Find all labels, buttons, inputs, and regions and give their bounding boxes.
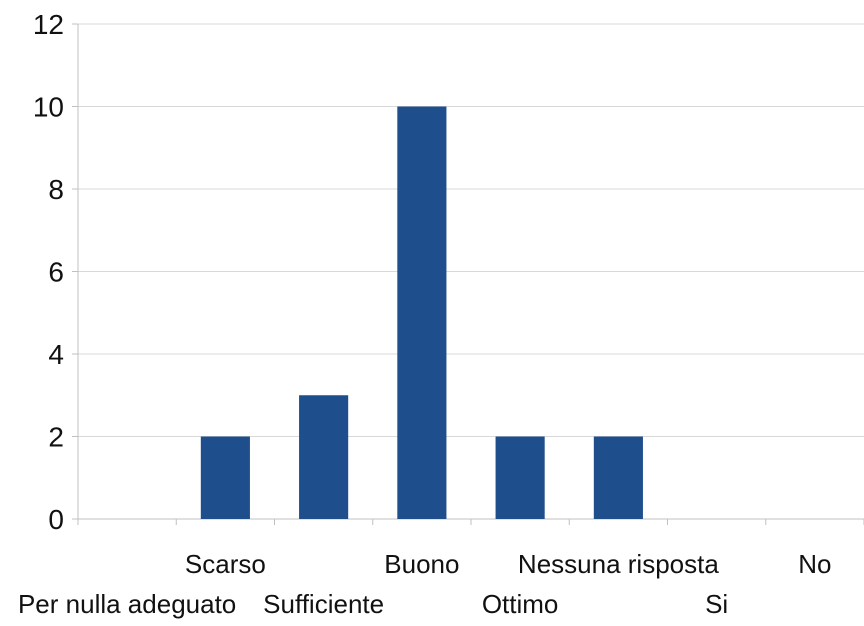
y-tick-label: 12 <box>33 9 64 40</box>
x-category-label: Buono <box>384 549 459 579</box>
x-category-label: No <box>798 549 831 579</box>
bar-scarso <box>200 436 250 519</box>
bar-buono <box>397 106 447 519</box>
y-tick-label: 0 <box>48 504 64 535</box>
bar-nessuna-risposta <box>593 436 643 519</box>
x-category-label: Scarso <box>185 549 266 579</box>
bar-ottimo <box>495 436 545 519</box>
y-tick-label: 8 <box>48 174 64 205</box>
y-tick-label: 6 <box>48 257 64 288</box>
y-tick-labels: 0 2 4 6 8 10 12 <box>33 9 64 535</box>
bar-sufficiente <box>299 395 349 519</box>
gridlines <box>78 23 864 437</box>
x-category-label: Per nulla adeguato <box>18 589 236 619</box>
x-category-label: Si <box>705 589 728 619</box>
x-category-label: Ottimo <box>482 589 559 619</box>
y-tick-label: 4 <box>48 339 64 370</box>
x-category-labels: Per nulla adeguato Scarso SufficienteBuono… <box>18 549 832 619</box>
y-tick-label: 10 <box>33 92 64 123</box>
x-category-label: Nessuna risposta <box>518 549 719 579</box>
y-tick-label: 2 <box>48 422 64 453</box>
bars <box>200 106 643 519</box>
x-category-label: Sufficiente <box>263 589 384 619</box>
axes <box>72 23 864 525</box>
